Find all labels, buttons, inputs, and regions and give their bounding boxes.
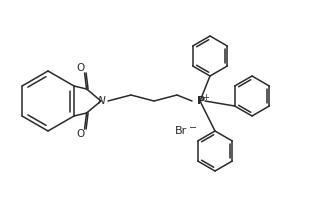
Text: −: − xyxy=(189,123,197,133)
Text: O: O xyxy=(77,63,85,73)
Text: P: P xyxy=(197,96,205,106)
Text: Br: Br xyxy=(175,126,187,136)
Text: O: O xyxy=(77,129,85,139)
Text: +: + xyxy=(202,93,210,101)
Text: N: N xyxy=(98,96,106,106)
